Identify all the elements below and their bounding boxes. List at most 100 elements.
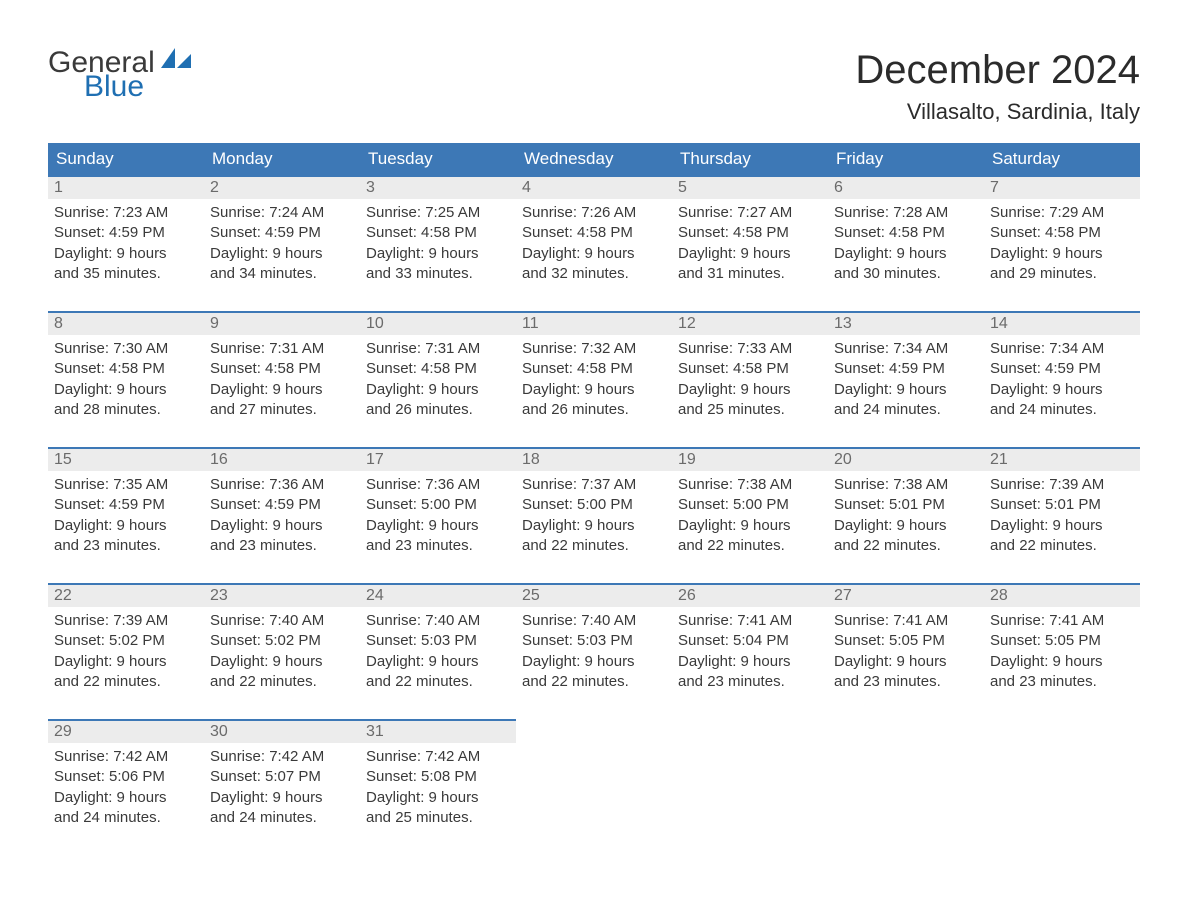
day-sunset: Sunset: 4:58 PM [366,223,510,243]
day-detail-cell [516,743,672,834]
day-sunset: Sunset: 5:05 PM [834,631,978,651]
day-sunset: Sunset: 4:58 PM [54,359,198,379]
header: General Blue December 2024 Villasalto, S… [48,48,1140,125]
day-sunset: Sunset: 5:03 PM [366,631,510,651]
day-sunrise: Sunrise: 7:41 AM [678,611,822,631]
day-detail-cell: Sunrise: 7:38 AMSunset: 5:00 PMDaylight:… [672,471,828,562]
day-dl1: Daylight: 9 hours [366,652,510,672]
day-detail-cell: Sunrise: 7:34 AMSunset: 4:59 PMDaylight:… [828,335,984,426]
day-sunset: Sunset: 4:58 PM [678,359,822,379]
day-number-cell: 17 [360,448,516,471]
day-dl2: and 22 minutes. [54,672,198,692]
brand-logo: General Blue [48,48,191,102]
day-sunset: Sunset: 5:00 PM [366,495,510,515]
day-number-cell: 24 [360,584,516,607]
day-detail-cell: Sunrise: 7:40 AMSunset: 5:03 PMDaylight:… [516,607,672,698]
day-dl2: and 22 minutes. [678,536,822,556]
day-number-cell: 11 [516,312,672,335]
day-dl1: Daylight: 9 hours [210,652,354,672]
day-number-cell: 10 [360,312,516,335]
day-number-cell: 6 [828,176,984,199]
day-number-cell: 31 [360,720,516,743]
day-dl2: and 24 minutes. [54,808,198,828]
day-number-cell: 27 [828,584,984,607]
day-sunrise: Sunrise: 7:30 AM [54,339,198,359]
day-number-cell: 30 [204,720,360,743]
day-detail-cell: Sunrise: 7:40 AMSunset: 5:02 PMDaylight:… [204,607,360,698]
week-daynum-row: 1234567 [48,176,1140,199]
day-dl1: Daylight: 9 hours [54,652,198,672]
day-dl2: and 23 minutes. [210,536,354,556]
day-sunset: Sunset: 4:59 PM [834,359,978,379]
day-number-cell: 16 [204,448,360,471]
day-sunset: Sunset: 5:00 PM [678,495,822,515]
day-sunset: Sunset: 4:59 PM [54,495,198,515]
day-sunset: Sunset: 5:04 PM [678,631,822,651]
day-dl2: and 23 minutes. [54,536,198,556]
day-sunset: Sunset: 4:59 PM [210,223,354,243]
day-sunset: Sunset: 5:03 PM [522,631,666,651]
day-sunrise: Sunrise: 7:42 AM [210,747,354,767]
day-detail-cell [672,743,828,834]
day-detail-cell: Sunrise: 7:35 AMSunset: 4:59 PMDaylight:… [48,471,204,562]
day-detail-cell [828,743,984,834]
day-detail-cell: Sunrise: 7:41 AMSunset: 5:05 PMDaylight:… [828,607,984,698]
day-dl1: Daylight: 9 hours [54,244,198,264]
day-detail-cell: Sunrise: 7:36 AMSunset: 4:59 PMDaylight:… [204,471,360,562]
day-detail-cell: Sunrise: 7:42 AMSunset: 5:06 PMDaylight:… [48,743,204,834]
day-detail-cell: Sunrise: 7:31 AMSunset: 4:58 PMDaylight:… [360,335,516,426]
day-dl1: Daylight: 9 hours [366,244,510,264]
week-detail-row: Sunrise: 7:39 AMSunset: 5:02 PMDaylight:… [48,607,1140,698]
day-detail-cell: Sunrise: 7:30 AMSunset: 4:58 PMDaylight:… [48,335,204,426]
brand-text-blue: Blue [84,72,191,102]
day-sunset: Sunset: 5:02 PM [210,631,354,651]
day-dl2: and 23 minutes. [678,672,822,692]
sail-icon [161,48,191,74]
day-sunrise: Sunrise: 7:23 AM [54,203,198,223]
day-detail-cell: Sunrise: 7:31 AMSunset: 4:58 PMDaylight:… [204,335,360,426]
day-number-cell: 2 [204,176,360,199]
day-dl2: and 24 minutes. [210,808,354,828]
day-sunrise: Sunrise: 7:24 AM [210,203,354,223]
day-dl1: Daylight: 9 hours [990,516,1134,536]
day-sunset: Sunset: 4:59 PM [990,359,1134,379]
day-sunrise: Sunrise: 7:27 AM [678,203,822,223]
day-detail-cell: Sunrise: 7:38 AMSunset: 5:01 PMDaylight:… [828,471,984,562]
day-dl2: and 22 minutes. [834,536,978,556]
day-dl1: Daylight: 9 hours [366,788,510,808]
day-number-cell: 13 [828,312,984,335]
day-detail-cell: Sunrise: 7:25 AMSunset: 4:58 PMDaylight:… [360,199,516,290]
day-dl1: Daylight: 9 hours [834,244,978,264]
day-number-cell: 21 [984,448,1140,471]
day-dl1: Daylight: 9 hours [678,244,822,264]
day-dl1: Daylight: 9 hours [990,652,1134,672]
day-dl2: and 31 minutes. [678,264,822,284]
day-sunset: Sunset: 4:58 PM [834,223,978,243]
week-separator [48,426,1140,448]
day-sunset: Sunset: 5:07 PM [210,767,354,787]
day-number-cell: 23 [204,584,360,607]
day-dl2: and 26 minutes. [522,400,666,420]
col-thursday: Thursday [672,143,828,176]
day-dl2: and 25 minutes. [366,808,510,828]
week-daynum-row: 15161718192021 [48,448,1140,471]
week-detail-row: Sunrise: 7:23 AM Sunset: 4:59 PM Daylight:… [48,199,1140,290]
day-detail-cell: Sunrise: 7:27 AMSunset: 4:58 PMDaylight:… [672,199,828,290]
day-sunrise: Sunrise: 7:41 AM [990,611,1134,631]
day-number-cell: 15 [48,448,204,471]
day-dl2: and 22 minutes. [522,536,666,556]
day-sunrise: Sunrise: 7:42 AM [366,747,510,767]
day-dl2: and 35 minutes. [54,264,198,284]
day-sunrise: Sunrise: 7:25 AM [366,203,510,223]
day-number-cell: 1 [48,176,204,199]
day-dl2: and 22 minutes. [366,672,510,692]
day-dl1: Daylight: 9 hours [678,652,822,672]
day-number-cell: 28 [984,584,1140,607]
day-sunrise: Sunrise: 7:40 AM [522,611,666,631]
day-detail-cell: Sunrise: 7:28 AMSunset: 4:58 PMDaylight:… [828,199,984,290]
calendar-table: Sunday Monday Tuesday Wednesday Thursday… [48,143,1140,834]
day-sunrise: Sunrise: 7:32 AM [522,339,666,359]
day-detail-cell: Sunrise: 7:40 AMSunset: 5:03 PMDaylight:… [360,607,516,698]
day-sunrise: Sunrise: 7:38 AM [834,475,978,495]
day-dl1: Daylight: 9 hours [522,516,666,536]
